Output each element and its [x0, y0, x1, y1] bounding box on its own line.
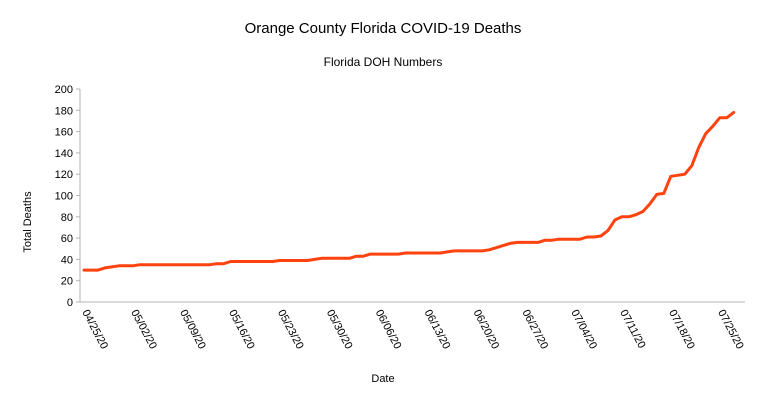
y-tick-label: 40: [61, 254, 73, 266]
x-tick-label: 04/25/20: [79, 308, 110, 351]
x-tick-label: 06/06/20: [373, 308, 404, 351]
y-tick-label: 140: [55, 148, 73, 160]
y-tick-label: 80: [61, 212, 73, 224]
x-axis-label: Date: [371, 373, 394, 385]
x-tick-label: 06/13/20: [422, 308, 453, 351]
y-tick-label: 160: [55, 127, 73, 139]
x-tick-label: 05/02/20: [128, 308, 159, 351]
x-tick-label: 05/16/20: [226, 308, 257, 351]
y-tick-label: 20: [61, 276, 73, 288]
x-tick-label: 07/25/20: [715, 308, 746, 351]
y-tick-label: 180: [55, 105, 73, 117]
y-tick-label: 200: [55, 84, 73, 96]
x-tick-label: 07/11/20: [617, 308, 647, 351]
chart-title: Orange County Florida COVID-19 Deaths: [245, 20, 522, 37]
x-tick-label: 07/04/20: [568, 308, 599, 351]
x-tick-label: 05/30/20: [324, 308, 355, 351]
x-tick-label: 06/27/20: [519, 308, 550, 351]
y-tick-label: 0: [67, 297, 73, 309]
y-tick-label: 100: [55, 191, 73, 203]
x-tick-label: 05/09/20: [177, 308, 208, 351]
chart-subtitle: Florida DOH Numbers: [324, 55, 443, 69]
x-tick-label: 06/20/20: [471, 308, 502, 351]
data-line: [82, 110, 736, 272]
y-axis-label: Total Deaths: [22, 191, 34, 253]
y-tick-label: 60: [61, 233, 73, 245]
x-tick-label: 05/23/20: [275, 308, 306, 351]
x-tick-label: 07/18/20: [666, 308, 697, 351]
y-tick-label: 120: [55, 169, 73, 181]
